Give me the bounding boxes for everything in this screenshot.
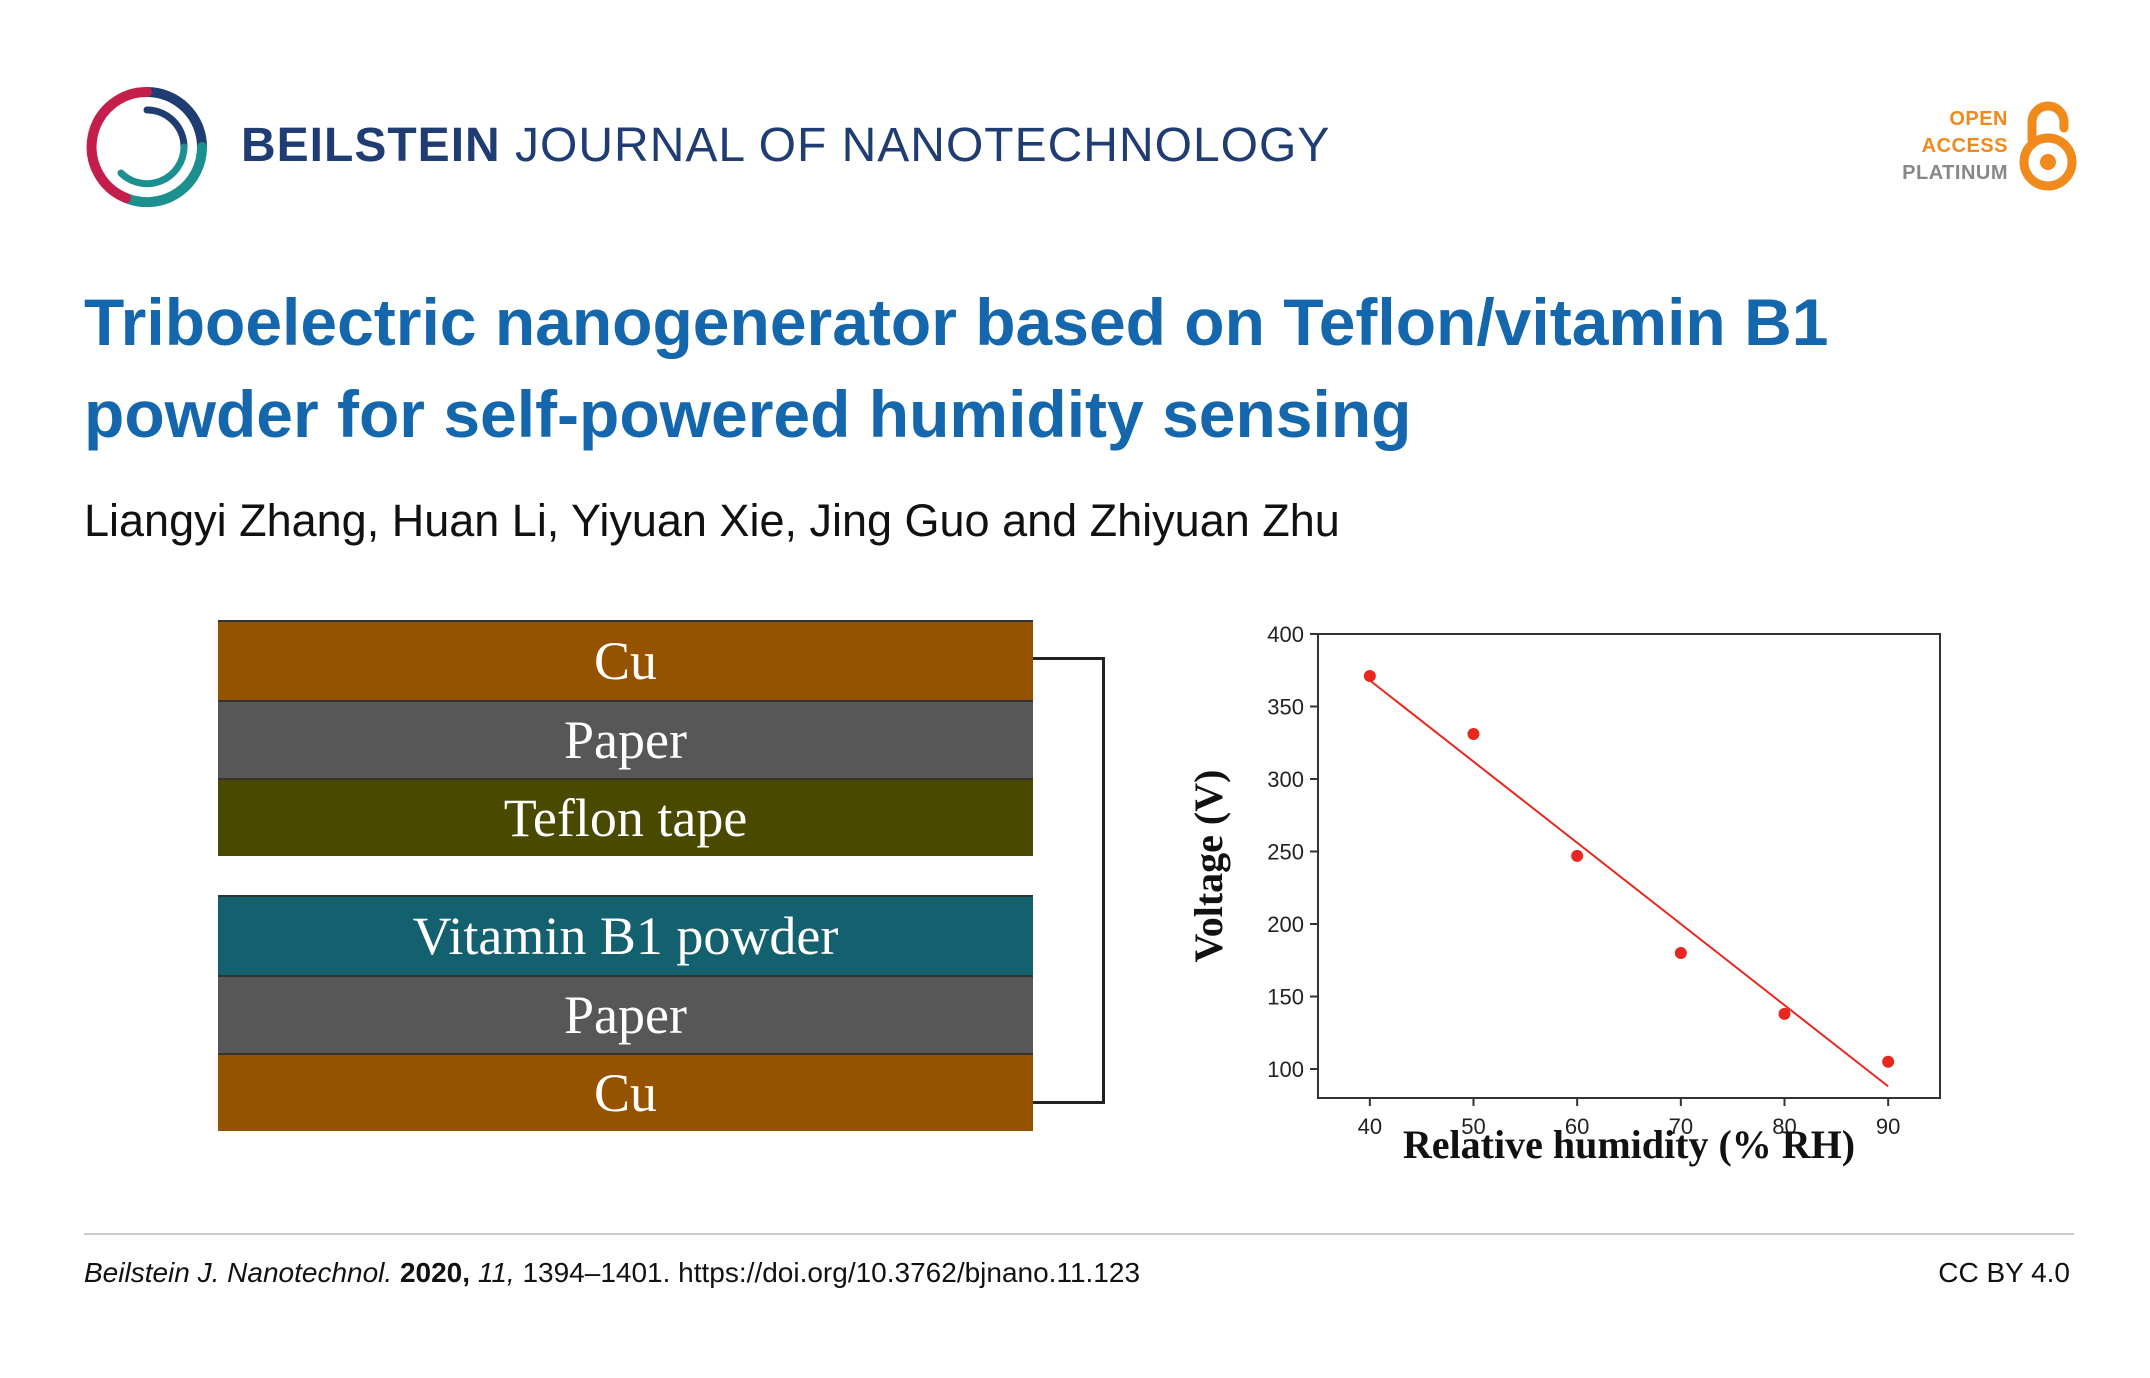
- fit-line: [1369, 679, 1889, 1088]
- data-point: [1571, 849, 1584, 862]
- chart-svg: 100 150 200 250 300 350 400 40 50 60 70 80 90 Volta…: [1186, 622, 1941, 1167]
- x-axis-ticks: 40 50 60 70 80 90: [1358, 1098, 1900, 1139]
- x-tick-label: 40: [1358, 1114, 1382, 1139]
- y-axis-label: Voltage (V): [1186, 770, 1231, 963]
- citation-journal: Beilstein J. Nanotechnol.: [84, 1257, 393, 1288]
- article-authors: Liangyi Zhang, Huan Li, Yiyuan Xie, Jing…: [84, 495, 1340, 546]
- layer-cu-top: Cu: [218, 620, 1033, 700]
- y-tick-label: 100: [1267, 1057, 1304, 1082]
- x-tick-label: 60: [1565, 1114, 1589, 1139]
- journal-name-bold: BEILSTEIN: [241, 119, 501, 172]
- voltage-humidity-chart: 100 150 200 250 300 350 400 40 50 60 70 80 90 Volta…: [1180, 612, 1960, 1182]
- teng-layer-diagram: Cu Paper Teflon tape Vitamin B1 powder P…: [218, 620, 1118, 1140]
- y-tick-label: 250: [1267, 840, 1304, 865]
- x-tick-label: 70: [1669, 1114, 1693, 1139]
- journal-name-light: JOURNAL OF NANOTECHNOLOGY: [515, 119, 1331, 172]
- journal-name: BEILSTEIN JOURNAL OF NANOTECHNOLOGY: [241, 118, 1330, 173]
- open-access-label: OPEN ACCESS PLATINUM: [1902, 106, 2008, 187]
- citation-volume: 11,: [477, 1257, 515, 1288]
- footer-divider: [84, 1233, 2074, 1235]
- citation-pages-doi[interactable]: 1394–1401. https://doi.org/10.3762/bjnan…: [522, 1257, 1141, 1288]
- citation: Beilstein J. Nanotechnol. 2020, 11, 1394…: [84, 1257, 1140, 1289]
- y-axis-ticks: 100 150 200 250 300 350 400: [1267, 622, 1318, 1082]
- data-point: [1778, 1007, 1791, 1020]
- y-tick-label: 400: [1267, 622, 1304, 647]
- x-tick-label: 90: [1876, 1114, 1900, 1139]
- y-tick-label: 300: [1267, 767, 1304, 792]
- y-tick-label: 350: [1267, 695, 1304, 720]
- layer-teflon-tape: Teflon tape: [218, 778, 1033, 856]
- x-tick-label: 80: [1772, 1114, 1796, 1139]
- data-point: [1882, 1055, 1895, 1068]
- license: CC BY 4.0: [1938, 1257, 2070, 1288]
- data-point: [1467, 728, 1480, 741]
- plot-frame: [1317, 633, 1941, 1099]
- layer-cu-bottom: Cu: [218, 1053, 1033, 1131]
- layer-paper-bottom: Paper: [218, 975, 1033, 1053]
- open-access-lock-icon: [2019, 101, 2077, 191]
- layer-vitamin-b1: Vitamin B1 powder: [218, 895, 1033, 975]
- data-points: [1363, 670, 1895, 1068]
- open-access-badge: OPEN ACCESS PLATINUM: [1902, 100, 2078, 192]
- data-point: [1674, 947, 1687, 959]
- x-axis-label: Relative humidity (% RH): [1403, 1122, 1855, 1167]
- oa-line-open: OPEN: [1949, 107, 2008, 130]
- connection-wire: [1033, 657, 1105, 1104]
- citation-year: 2020,: [399, 1257, 471, 1288]
- x-tick-label: 50: [1461, 1114, 1485, 1139]
- data-point: [1363, 670, 1376, 683]
- y-tick-label: 200: [1267, 912, 1304, 937]
- oa-line-access: ACCESS: [1921, 134, 2008, 157]
- beilstein-logo-icon: [86, 86, 208, 208]
- y-tick-label: 150: [1267, 985, 1304, 1010]
- oa-line-platinum: PLATINUM: [1902, 161, 2008, 184]
- layer-paper-top: Paper: [218, 700, 1033, 778]
- article-title: Triboelectric nanogenerator based on Tef…: [84, 285, 1829, 451]
